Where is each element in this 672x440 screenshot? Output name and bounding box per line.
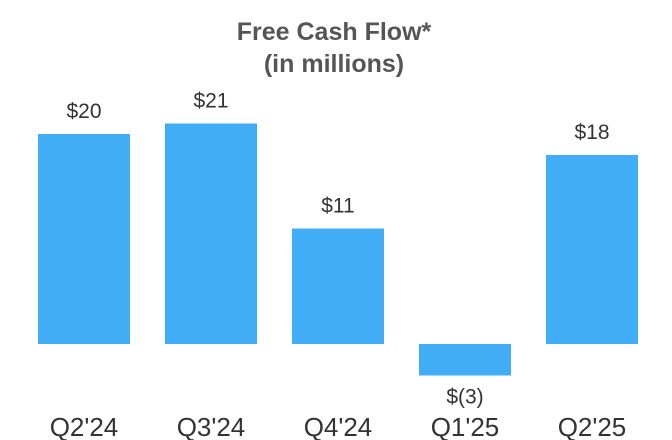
category-label-2: Q4'24	[304, 412, 373, 440]
chart-subtitle: (in millions)	[264, 50, 404, 78]
category-label-3: Q1'25	[431, 412, 500, 440]
bar-0	[38, 134, 130, 344]
value-label-1: $21	[193, 90, 228, 113]
chart-title: Free Cash Flow*	[237, 18, 432, 46]
category-label-0: Q2'24	[50, 412, 119, 440]
bars-group	[38, 123, 638, 376]
value-label-4: $18	[574, 121, 609, 144]
bar-2	[292, 228, 384, 344]
category-label-4: Q2'25	[558, 412, 627, 440]
value-labels-group: $20 $21 $11 $(3) $18	[66, 90, 609, 409]
category-label-1: Q3'24	[177, 412, 246, 440]
bar-4	[546, 155, 638, 344]
category-labels-group: Q2'24 Q3'24 Q4'24 Q1'25 Q2'25	[50, 412, 627, 440]
bar-1	[165, 123, 257, 344]
value-label-0: $20	[66, 100, 101, 123]
value-label-2: $11	[321, 195, 354, 218]
bar-3	[419, 344, 511, 376]
value-label-3: $(3)	[446, 386, 483, 409]
